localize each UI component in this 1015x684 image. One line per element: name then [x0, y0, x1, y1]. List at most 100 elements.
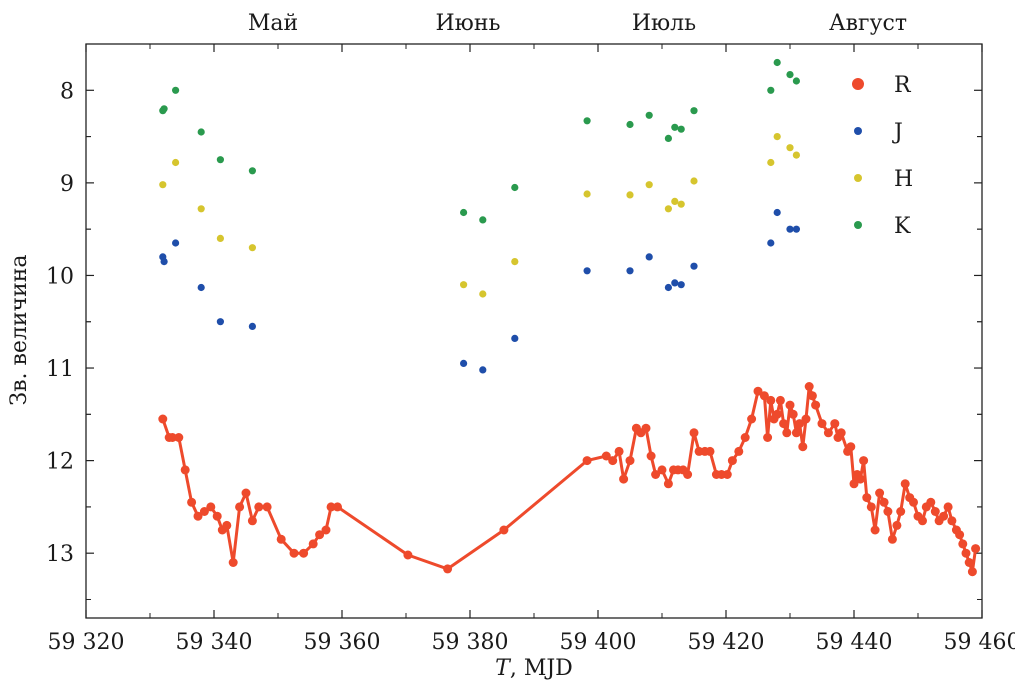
data-point-R	[964, 558, 974, 567]
data-point-R	[788, 409, 798, 419]
data-point-R	[308, 539, 318, 549]
data-point-R	[247, 516, 257, 526]
data-point-R	[212, 511, 222, 521]
legend-label: H	[894, 167, 913, 192]
data-point-K	[677, 125, 685, 133]
data-point-R	[947, 516, 957, 526]
data-point-R	[608, 456, 618, 466]
data-point-J	[216, 318, 224, 326]
data-point-R	[326, 502, 336, 512]
x-tick-label: 59 340	[176, 630, 253, 655]
y-tick-label: 11	[46, 357, 74, 382]
data-point-R	[206, 502, 216, 512]
data-point-R	[896, 507, 906, 516]
legend-marker	[854, 174, 862, 182]
data-point-R	[772, 409, 782, 419]
data-point-J	[664, 283, 673, 292]
data-point-R	[846, 442, 856, 452]
data-point-K	[773, 58, 781, 67]
data-point-K	[767, 86, 775, 94]
data-point-H	[583, 190, 591, 198]
data-point-H	[216, 234, 224, 242]
series-layer	[158, 58, 981, 577]
data-point-R	[187, 497, 197, 507]
data-point-R	[879, 497, 889, 507]
legend-item-H: H	[854, 167, 913, 192]
data-point-H	[248, 244, 256, 252]
legend-label: K	[894, 214, 911, 239]
data-point-R	[943, 502, 953, 512]
data-point-R	[443, 564, 453, 574]
data-point-K	[671, 123, 679, 131]
data-point-R	[849, 479, 859, 489]
data-point-R	[883, 507, 893, 516]
data-point-R	[289, 548, 299, 558]
data-point-K	[626, 120, 634, 129]
data-point-R	[657, 465, 667, 475]
data-point-R	[939, 511, 949, 521]
data-point-R	[180, 465, 190, 475]
data-point-R	[779, 419, 789, 429]
legend-marker	[854, 221, 862, 229]
data-point-R	[235, 502, 245, 512]
data-point-K	[583, 117, 591, 125]
x-tick-label: 59 420	[688, 630, 765, 655]
data-point-R	[167, 433, 177, 442]
data-point-J	[792, 225, 801, 233]
data-point-K	[792, 77, 801, 85]
data-point-R	[887, 534, 897, 544]
data-point-R	[734, 446, 744, 456]
x-axis-ticks: 59 320 59 340 59 360 59 380 59 400 59 420 59 4…	[48, 44, 1015, 655]
data-point-R	[747, 414, 757, 424]
data-point-K	[645, 111, 653, 119]
data-point-K	[160, 105, 168, 113]
data-point-H	[773, 133, 781, 141]
data-point-R	[174, 433, 184, 442]
x-tick-label: 59 440	[816, 630, 893, 655]
data-point-R	[859, 456, 869, 466]
data-point-R	[321, 525, 331, 535]
data-point-R	[798, 442, 808, 452]
data-point-R	[875, 488, 885, 498]
data-point-R	[683, 470, 693, 479]
data-point-R	[918, 516, 927, 526]
data-point-H	[511, 258, 519, 266]
data-point-R	[619, 474, 629, 484]
data-point-J	[248, 322, 256, 330]
data-point-R	[499, 525, 509, 535]
series-R	[158, 382, 981, 577]
data-point-R	[727, 456, 737, 466]
x-tick-label: 59 380	[432, 630, 509, 655]
data-point-R	[299, 548, 309, 558]
x-axis-unit: , MJD	[510, 656, 573, 681]
data-point-R	[823, 428, 833, 438]
x-tick-label: 59 400	[560, 630, 637, 655]
data-point-R	[807, 391, 817, 401]
legend-item-J: J	[854, 120, 903, 145]
legend-item-R: R	[852, 73, 912, 98]
data-point-H	[172, 158, 180, 167]
month-label-june: Июнь	[436, 11, 501, 36]
x-tick-label: 59 320	[48, 630, 125, 655]
x-axis-title: T, MJD	[495, 656, 573, 681]
data-point-H	[626, 191, 634, 199]
data-point-R	[625, 456, 635, 466]
data-point-H	[197, 205, 205, 213]
y-tick-label: 10	[46, 264, 74, 289]
data-point-R	[817, 419, 827, 429]
data-point-H	[645, 181, 653, 189]
data-point-R	[158, 414, 168, 424]
data-point-K	[172, 86, 180, 94]
data-point-R	[651, 470, 661, 479]
y-tick-label: 12	[46, 450, 74, 475]
y-axis-title: Зв. величина	[7, 254, 32, 405]
data-point-R	[930, 507, 940, 516]
x-axis-variable: T	[495, 656, 512, 681]
data-point-R	[795, 419, 805, 429]
data-point-J	[511, 334, 519, 342]
data-point-R	[892, 520, 902, 530]
y-tick-label: 13	[46, 542, 74, 567]
data-point-K	[664, 134, 673, 142]
legend-marker	[854, 127, 862, 135]
